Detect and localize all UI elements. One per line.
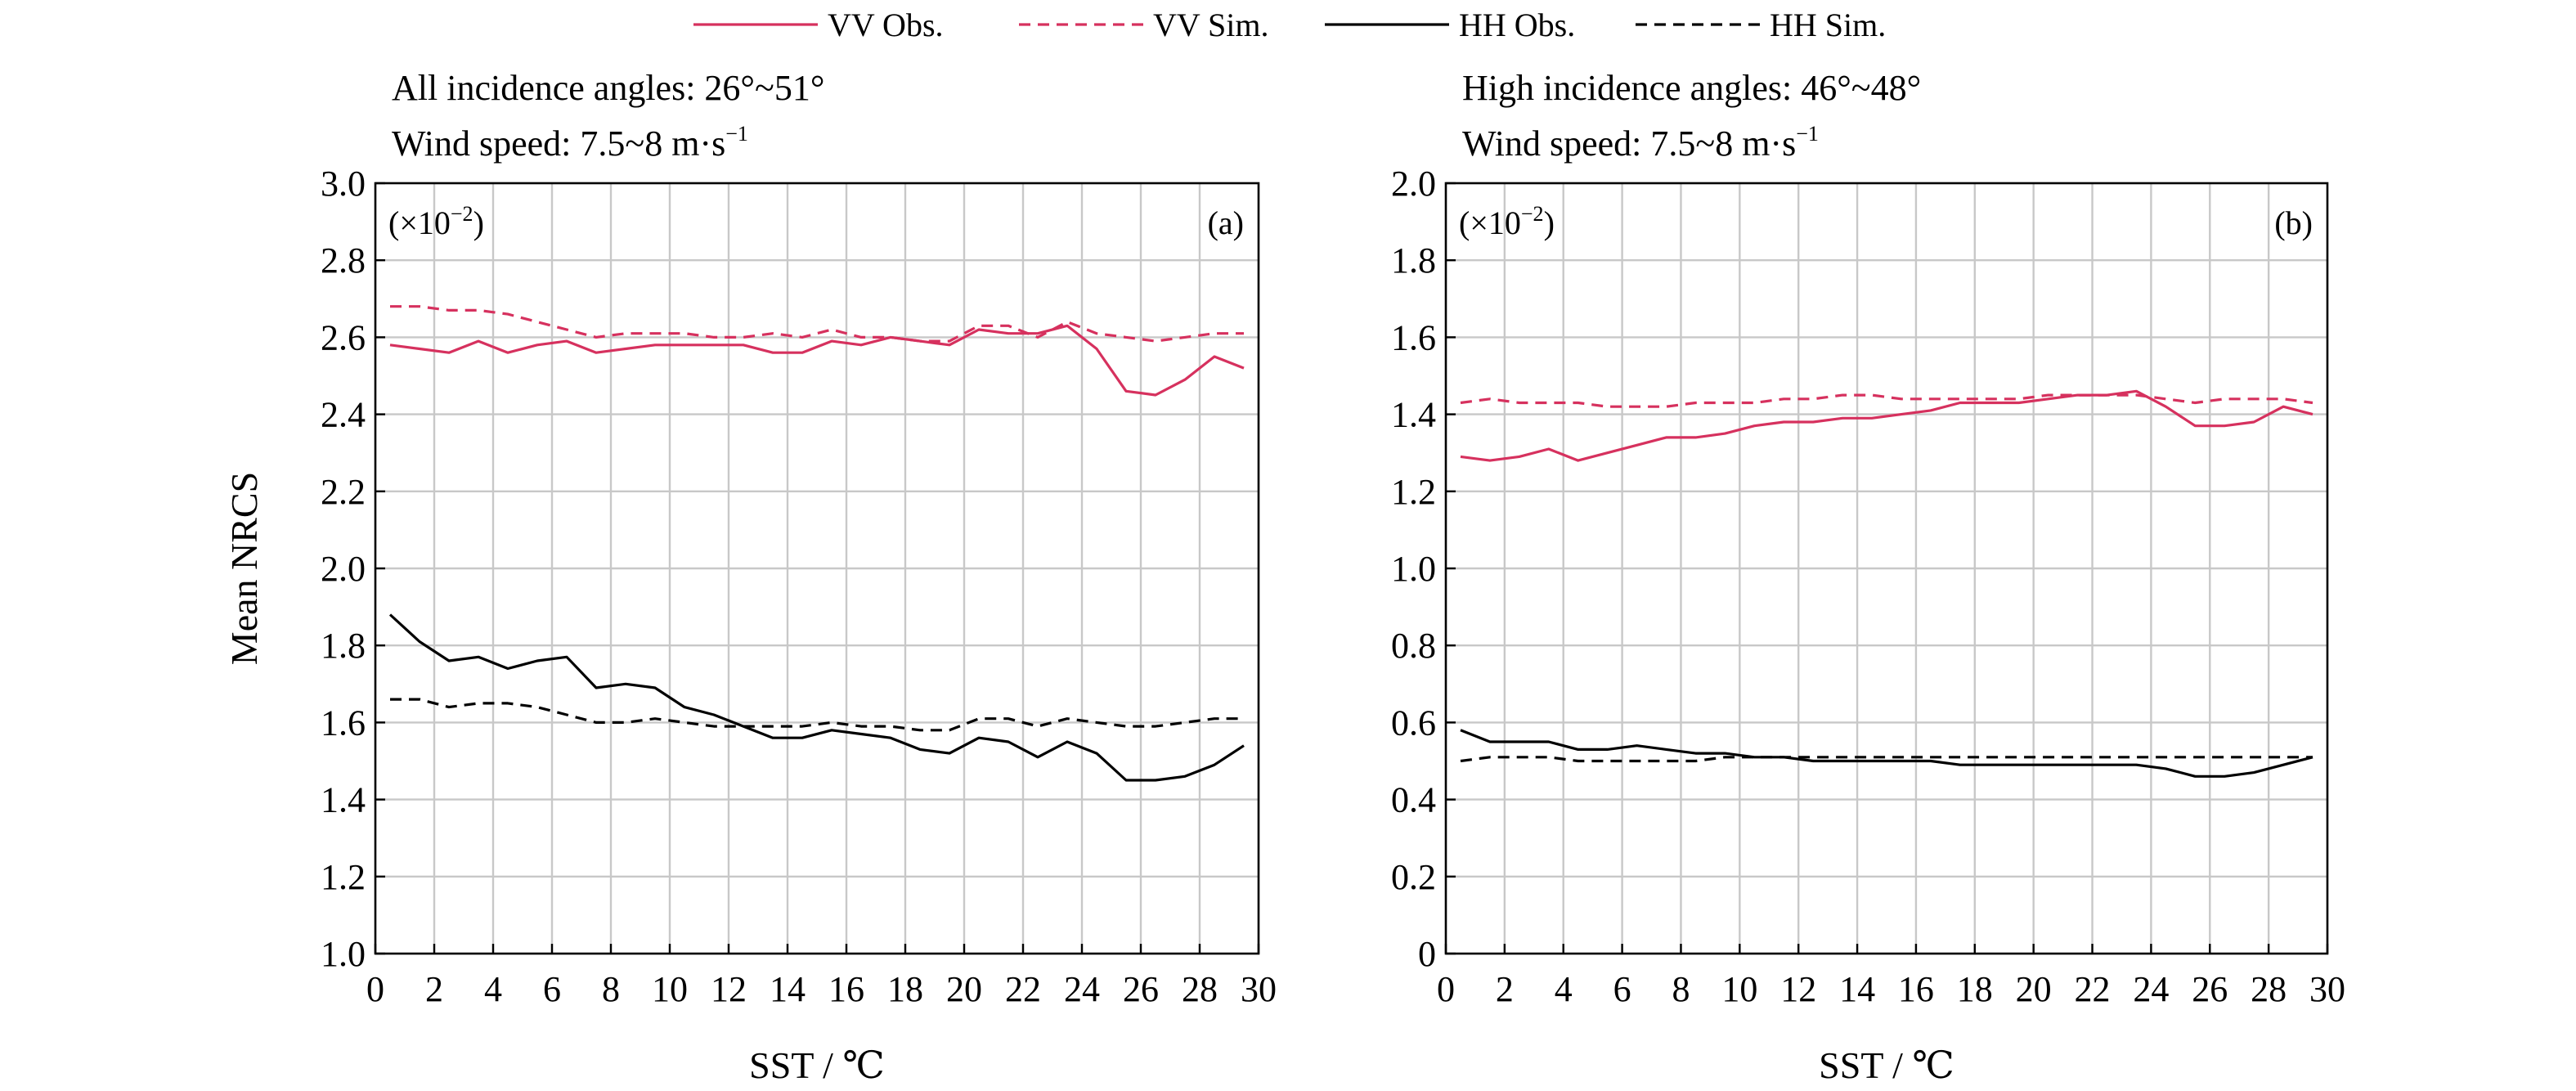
x-tick-label: 4 xyxy=(1555,969,1573,1009)
y-tick-label: 2.2 xyxy=(321,472,366,512)
y-tick-label: 1.8 xyxy=(1391,240,1436,281)
x-tick-label: 0 xyxy=(1437,969,1455,1009)
incidence-angle-text: High incidence angles: 46°~48° xyxy=(1462,68,1921,108)
series-line-hh-sim xyxy=(1460,756,2313,763)
legend-label: VV Sim. xyxy=(1153,7,1269,43)
x-tick-label: 6 xyxy=(543,969,561,1009)
y-tick-label: 2.0 xyxy=(1391,164,1436,204)
x-tick-label: 10 xyxy=(1721,969,1757,1009)
x-tick-label: 20 xyxy=(946,969,982,1009)
legend: VV Obs. VV Sim. HH Obs. HH Sim. xyxy=(693,7,1886,43)
y-tick-label: 1.4 xyxy=(321,780,366,820)
series-line-vv-obs xyxy=(389,324,1245,397)
x-tick-label: 6 xyxy=(1613,969,1631,1009)
y-tick-label: 0.4 xyxy=(1391,780,1436,820)
wind-speed-exponent: −1 xyxy=(1796,122,1819,146)
y-tick-label: 1.8 xyxy=(321,626,366,666)
y-tick-label: 1.6 xyxy=(1391,317,1436,357)
scale-factor-exponent: −2 xyxy=(451,202,473,226)
legend-label: HH Obs. xyxy=(1459,7,1575,43)
y-tick-label: 1.4 xyxy=(1391,395,1436,435)
y-axis-label: Mean NRCS xyxy=(223,472,265,665)
scale-factor-close: ) xyxy=(1544,204,1555,241)
y-tick-label: 3.0 xyxy=(321,164,366,204)
y-tick-label: 0.6 xyxy=(1391,703,1436,743)
scale-factor-label: (×10−2) xyxy=(388,202,484,241)
wind-speed-text: Wind speed: 7.5~8 m·s−1 xyxy=(1462,122,1819,164)
y-tick-label: 2.6 xyxy=(321,317,366,357)
y-tick-label: 1.2 xyxy=(1391,472,1436,512)
x-tick-label: 2 xyxy=(1496,969,1514,1009)
y-tick-label: 2.0 xyxy=(321,549,366,589)
x-tick-label: 12 xyxy=(711,969,747,1009)
x-tick-label: 28 xyxy=(1182,969,1218,1009)
x-tick-label: 30 xyxy=(2309,969,2345,1009)
x-tick-label: 0 xyxy=(366,969,384,1009)
series-line-hh-sim xyxy=(390,698,1244,732)
x-tick-label: 26 xyxy=(2192,969,2228,1009)
x-tick-label: 16 xyxy=(828,969,864,1009)
x-tick-label: 14 xyxy=(770,969,806,1009)
x-tick-label: 24 xyxy=(2133,969,2169,1009)
panel-a: 0 2 4 6 8 10 12 14 16 18 20 22 24 26 28 301.01.21.41.61… xyxy=(223,68,1277,1086)
y-tick-label: 1.0 xyxy=(321,934,366,974)
x-tick-label: 18 xyxy=(1957,969,1993,1009)
series-line-vv-sim xyxy=(390,305,1244,343)
panel-label: (a) xyxy=(1208,204,1244,241)
legend-label: HH Sim. xyxy=(1770,7,1886,43)
x-tick-label: 30 xyxy=(1241,969,1277,1009)
incidence-angle-text: All incidence angles: 26°~51° xyxy=(392,68,824,108)
panel-label: (b) xyxy=(2274,204,2313,241)
scale-factor-close: ) xyxy=(473,204,484,241)
x-tick-label: 24 xyxy=(1064,969,1100,1009)
y-tick-label: 2.4 xyxy=(321,395,366,435)
y-tick-label: 0.2 xyxy=(1391,857,1436,897)
wind-speed-exponent: −1 xyxy=(725,122,748,146)
x-tick-label: 2 xyxy=(425,969,443,1009)
x-tick-label: 28 xyxy=(2251,969,2287,1009)
series-line-vv-sim xyxy=(1460,393,2313,408)
x-tick-label: 20 xyxy=(2016,969,2052,1009)
x-axis-label: SST / ℃ xyxy=(749,1044,885,1086)
x-tick-label: 16 xyxy=(1898,969,1934,1009)
y-tick-label: 2.8 xyxy=(321,240,366,281)
x-axis-label: SST / ℃ xyxy=(1819,1044,1954,1086)
x-tick-label: 4 xyxy=(484,969,502,1009)
scale-factor-label: (×10−2) xyxy=(1459,202,1555,241)
wind-speed-text: Wind speed: 7.5~8 m·s−1 xyxy=(392,122,748,164)
y-tick-label: 1.6 xyxy=(321,703,366,743)
x-tick-label: 14 xyxy=(1839,969,1875,1009)
scale-factor-exponent: −2 xyxy=(1521,202,1544,226)
series-line-hh-obs xyxy=(1460,729,2313,778)
x-tick-label: 22 xyxy=(1005,969,1041,1009)
x-tick-label: 8 xyxy=(1672,969,1690,1009)
x-tick-label: 12 xyxy=(1780,969,1816,1009)
series-line-vv-obs xyxy=(1460,389,2313,462)
x-tick-label: 10 xyxy=(652,969,688,1009)
y-tick-label: 1.0 xyxy=(1391,549,1436,589)
x-tick-label: 22 xyxy=(2075,969,2111,1009)
series-line-hh-obs xyxy=(388,613,1245,782)
y-tick-label: 0.8 xyxy=(1391,626,1436,666)
panel-b: 0 2 4 6 8 10 12 14 16 18 20 22 24 26 28 3000.20.40.60.8… xyxy=(1391,68,2345,1086)
x-tick-label: 18 xyxy=(887,969,923,1009)
y-tick-label: 0 xyxy=(1418,934,1436,974)
x-tick-label: 8 xyxy=(602,969,620,1009)
legend-label: VV Obs. xyxy=(828,7,944,43)
y-tick-label: 1.2 xyxy=(321,857,366,897)
x-tick-label: 26 xyxy=(1123,969,1159,1009)
